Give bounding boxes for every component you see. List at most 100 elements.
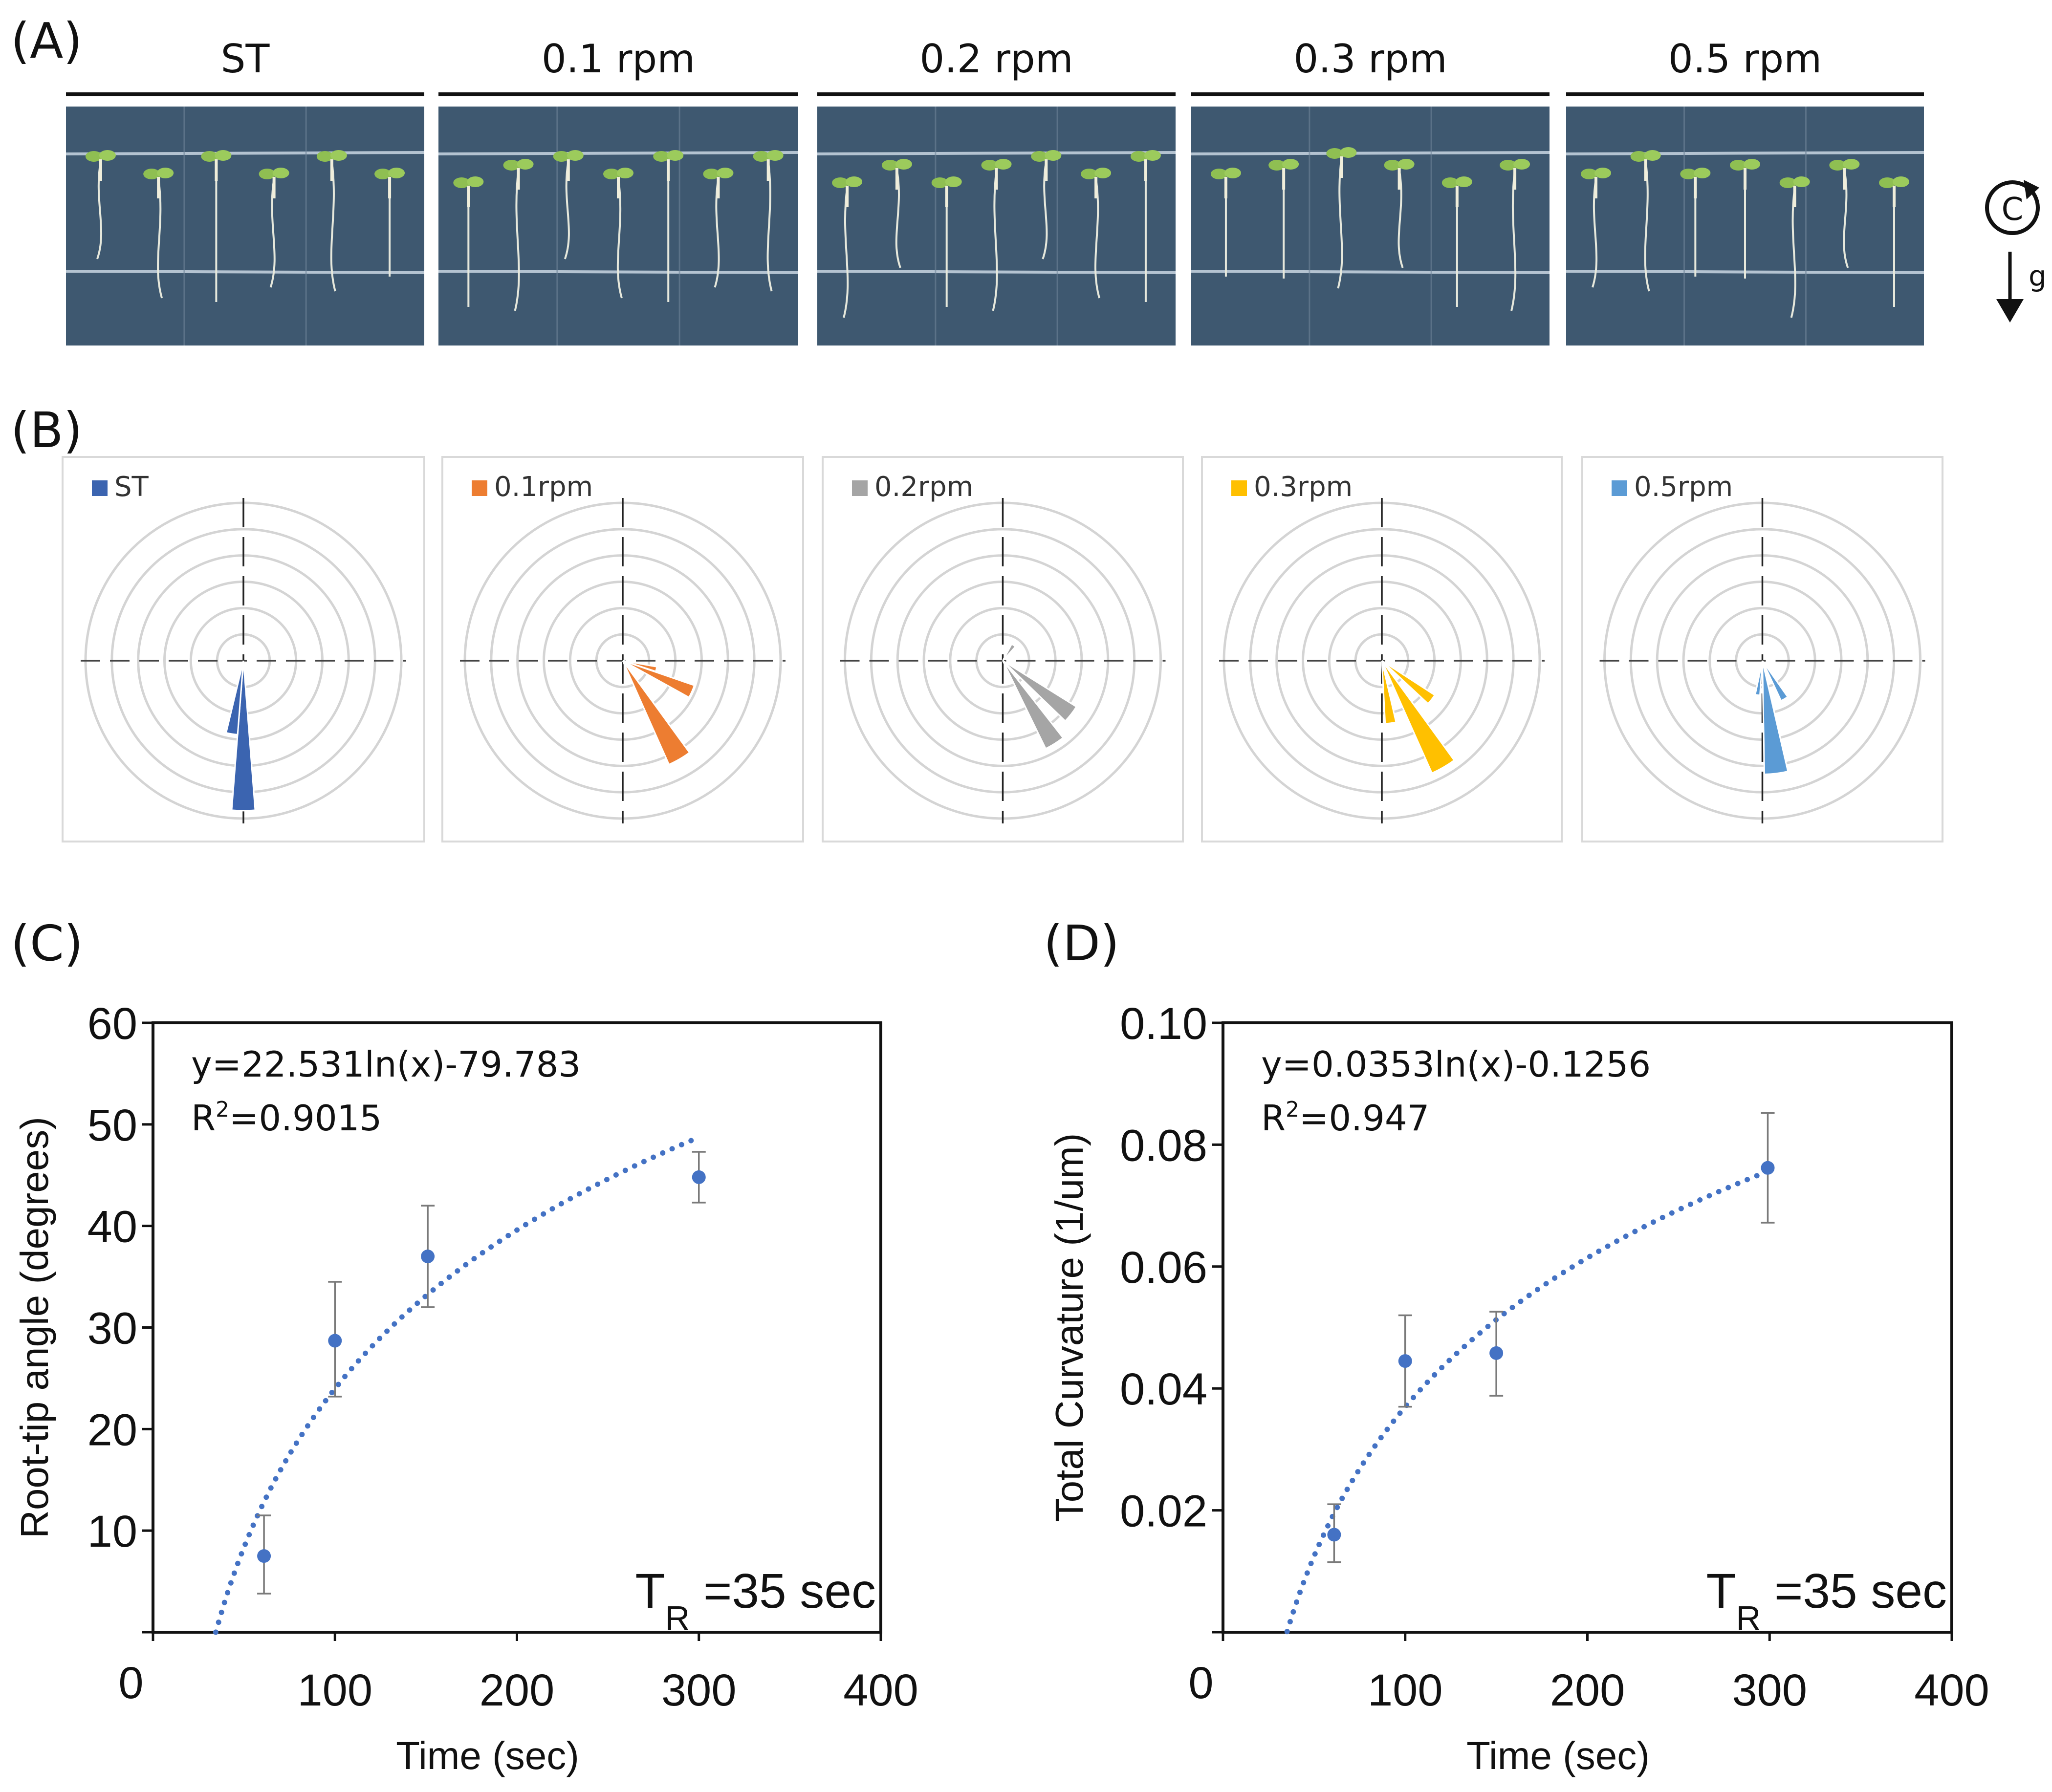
seedling-cotyledon [1513,159,1530,170]
y-axis-label: Total Curvature (1/um) [1048,1133,1091,1522]
seedling-cotyledon [374,169,392,179]
condition-label: ST [221,36,270,82]
condition-label: 0.5 rpm [1668,36,1822,82]
seedling-root [1042,161,1048,259]
seedling-cotyledon [503,160,520,171]
seedling-cotyledon [703,169,720,179]
seedling-cotyledon [1144,150,1161,161]
legend-swatch [1231,480,1247,496]
seedling-root [514,170,520,311]
seedling-cotyledon [467,176,484,187]
seedling-root [714,178,720,288]
seedling-root [992,170,998,311]
seedling [1210,168,1241,277]
seedling [503,159,534,311]
y-tick-label: 0.10 [1120,999,1207,1049]
panel-c-root-tip-angle-chart: 10 20 30 40 50 60 0 100 200 300 400 Time (sec) Root-… [13,999,918,1777]
data-point-group [1327,1503,1341,1563]
legend-label: 0.1rpm [494,471,593,503]
seedling-cotyledon [717,168,734,178]
rose-petal [622,660,658,672]
data-point-group [1761,1112,1775,1224]
seedling-cotyledon [667,150,684,161]
rose-petal [1002,660,1064,750]
data-point-group [692,1151,706,1204]
rose-petal [1762,660,1789,776]
photo-background [66,107,424,345]
seedling-root [1094,178,1101,299]
seedling-cotyledon [1384,160,1401,171]
log-fit-curve [1284,1168,1770,1635]
seedling-cotyledon [157,168,174,178]
rose-diagram: 0.2rpm [822,456,1184,842]
seedling-cotyledon [881,160,898,171]
rose-petal [1762,660,1789,702]
seedling [316,150,347,292]
seedling [753,150,784,292]
seedling-cotyledon [259,169,276,179]
seedling-cotyledon [316,151,333,162]
seedling [201,150,232,302]
seedling-cotyledon [1455,176,1472,187]
panel-label-d: (D) [1044,915,1119,972]
x-tick-label: 200 [1550,1665,1625,1715]
seedling-cotyledon [1268,160,1286,171]
rose-petal [1381,660,1397,725]
seedling-root [269,178,276,288]
seedling [453,176,484,307]
seedling-cotyledon [553,151,570,162]
seedling-cotyledon [931,177,948,188]
seedling [1268,159,1299,279]
seedling-cotyledon [1730,160,1746,171]
rose-petal [622,660,696,699]
seedling-cotyledon [215,150,232,161]
seedling-cotyledon [895,159,912,170]
seedling-cotyledon [1779,177,1796,188]
x-tick-label: 200 [480,1665,555,1715]
seedling-photo [817,107,1176,345]
legend-label: 0.3rpm [1254,471,1353,503]
rose-diagram: ST [62,456,425,842]
gravity-arrow-icon: g [1996,252,2047,323]
seedling-root [766,161,773,292]
data-point [328,1334,342,1348]
seedling [259,168,289,288]
y-tick-label: 20 [87,1405,137,1455]
rose-petal [1381,660,1456,775]
seedling [1829,159,1860,268]
fit-equation: y=0.0353ln(x)-0.1256 [1261,1044,1651,1085]
x-tick-label: 100 [1368,1665,1443,1715]
seedling-photo [65,107,425,345]
seedling-cotyledon [1744,159,1760,170]
rose-petal [231,660,256,812]
seedling-root [895,170,901,268]
seedling-root [1592,178,1598,288]
panel-d-total-curvature-chart: 0.02 0.04 0.06 0.08 0.10 0 100 200 300 400 Time (s… [1048,999,1989,1777]
seedling-cotyledon [603,169,620,179]
rose-diagram: 0.5rpm [1581,456,1943,842]
photo-gridline [1191,270,1550,274]
seedling [1441,176,1472,307]
rose-petal [1002,643,1017,662]
legend-swatch [1612,480,1627,496]
seedling-cotyledon [1680,169,1697,179]
photo-gridline [65,151,425,155]
y-tick-label: 30 [87,1304,137,1354]
seedling [1500,159,1530,311]
data-point-group [421,1205,435,1308]
legend-label: 0.2rpm [874,471,973,503]
seedling-root [157,178,163,299]
rose-petal [622,660,691,766]
y-tick-label: 0.08 [1120,1121,1207,1170]
photo-gridline [65,270,425,274]
response-time-label: TR =35 sec [635,1564,876,1637]
x-axis-label: Time (sec) [396,1734,579,1777]
photo-gridline [1566,151,1924,155]
seedling-cotyledon [1282,159,1299,170]
seedling [85,150,116,259]
seedling-cotyledon [143,169,160,179]
seedling [653,150,684,302]
log-fit-curve [213,1134,702,1635]
seedling-cotyledon [766,150,784,161]
data-point [257,1549,271,1563]
